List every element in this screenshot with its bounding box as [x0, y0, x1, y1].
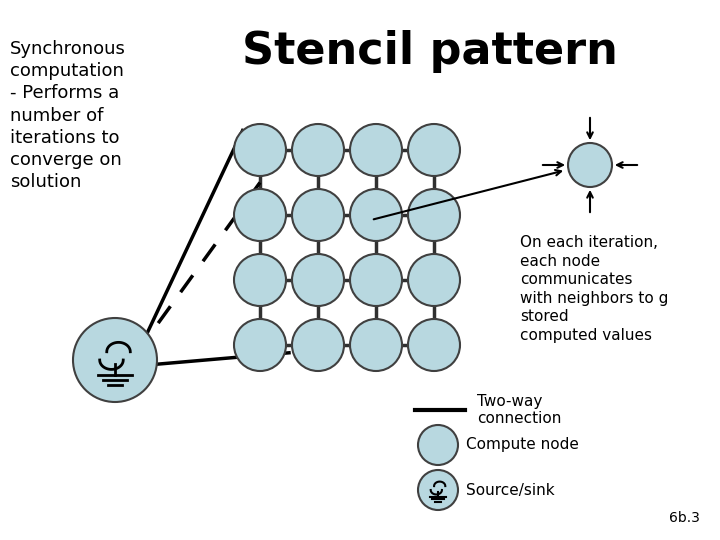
Circle shape — [292, 254, 344, 306]
Circle shape — [418, 470, 458, 510]
Circle shape — [234, 189, 286, 241]
Circle shape — [408, 254, 460, 306]
Circle shape — [408, 319, 460, 371]
Circle shape — [350, 189, 402, 241]
Circle shape — [350, 124, 402, 176]
Circle shape — [408, 189, 460, 241]
Circle shape — [292, 319, 344, 371]
Circle shape — [234, 124, 286, 176]
Circle shape — [73, 318, 157, 402]
Text: On each iteration,
each node
communicates
with neighbors to g
stored
computed va: On each iteration, each node communicate… — [520, 235, 668, 343]
Circle shape — [568, 143, 612, 187]
Circle shape — [408, 124, 460, 176]
Text: 6b.3: 6b.3 — [669, 511, 700, 525]
Text: Source/sink: Source/sink — [466, 483, 554, 497]
Text: Two-way
connection: Two-way connection — [477, 394, 562, 426]
Circle shape — [234, 254, 286, 306]
Circle shape — [418, 425, 458, 465]
Circle shape — [350, 319, 402, 371]
Circle shape — [350, 254, 402, 306]
Text: Compute node: Compute node — [466, 437, 579, 453]
Circle shape — [292, 189, 344, 241]
Circle shape — [292, 124, 344, 176]
Text: Synchronous
computation
- Performs a
number of
iterations to
converge on
solutio: Synchronous computation - Performs a num… — [10, 40, 126, 191]
Text: Stencil pattern: Stencil pattern — [242, 30, 618, 73]
Circle shape — [234, 319, 286, 371]
